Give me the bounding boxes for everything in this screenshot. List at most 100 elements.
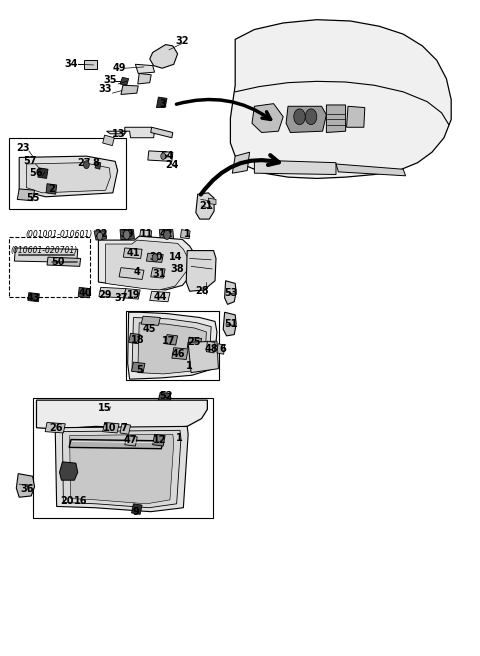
Text: (001001-010601): (001001-010601): [25, 230, 92, 239]
Text: 33: 33: [99, 84, 112, 94]
Text: 19: 19: [127, 290, 140, 300]
Polygon shape: [60, 462, 78, 480]
Polygon shape: [106, 240, 188, 290]
Circle shape: [123, 230, 130, 239]
Bar: [126, 311, 219, 380]
Text: 11: 11: [140, 228, 154, 239]
Text: 10: 10: [103, 422, 116, 433]
Text: 29: 29: [98, 290, 111, 300]
Polygon shape: [78, 287, 90, 298]
Circle shape: [294, 109, 305, 125]
Polygon shape: [148, 151, 173, 161]
Text: 50: 50: [51, 257, 64, 268]
Polygon shape: [150, 291, 170, 302]
Polygon shape: [103, 422, 119, 433]
Polygon shape: [38, 168, 48, 178]
Text: 32: 32: [176, 35, 189, 46]
Polygon shape: [196, 193, 214, 219]
Polygon shape: [141, 316, 160, 325]
Polygon shape: [132, 504, 142, 514]
Polygon shape: [129, 333, 140, 344]
Bar: [9, 138, 126, 209]
Polygon shape: [120, 77, 129, 85]
Text: 38: 38: [171, 264, 184, 274]
Text: 1: 1: [176, 433, 183, 443]
Circle shape: [164, 230, 170, 239]
Polygon shape: [70, 434, 174, 504]
Polygon shape: [165, 335, 178, 345]
Polygon shape: [14, 248, 78, 262]
Text: 24: 24: [165, 160, 179, 171]
Bar: [9, 237, 90, 297]
Polygon shape: [254, 160, 336, 174]
Text: 48: 48: [204, 344, 218, 354]
Text: 13: 13: [112, 129, 126, 139]
Polygon shape: [124, 289, 140, 299]
Circle shape: [161, 153, 166, 159]
Polygon shape: [47, 257, 81, 266]
Polygon shape: [232, 152, 250, 173]
Text: 41: 41: [127, 248, 140, 258]
Text: 21: 21: [200, 201, 213, 211]
Circle shape: [305, 109, 317, 125]
Text: 7: 7: [120, 422, 127, 433]
Text: 42: 42: [159, 228, 173, 239]
Polygon shape: [132, 362, 145, 373]
Polygon shape: [180, 230, 190, 239]
Text: 12: 12: [153, 434, 166, 445]
Polygon shape: [138, 73, 151, 84]
Text: 34: 34: [64, 59, 78, 70]
Polygon shape: [55, 426, 188, 512]
Text: 4: 4: [134, 266, 141, 277]
Text: 35: 35: [104, 75, 117, 85]
Polygon shape: [188, 341, 218, 373]
Text: 23: 23: [16, 143, 30, 154]
Polygon shape: [128, 312, 217, 379]
Text: 39: 39: [120, 228, 133, 239]
Text: 3: 3: [160, 98, 167, 109]
Text: 1: 1: [186, 361, 192, 371]
Polygon shape: [120, 424, 131, 434]
Polygon shape: [223, 312, 236, 336]
Text: 22: 22: [94, 228, 108, 239]
Circle shape: [152, 254, 158, 262]
Bar: [84, 60, 97, 69]
Text: 9: 9: [133, 506, 140, 517]
Polygon shape: [172, 348, 188, 359]
Polygon shape: [107, 127, 155, 138]
Text: 14: 14: [169, 252, 182, 262]
Text: 6: 6: [219, 344, 226, 354]
Polygon shape: [230, 20, 451, 178]
Text: 40: 40: [79, 287, 92, 298]
Circle shape: [97, 232, 103, 240]
Text: 30: 30: [150, 252, 163, 262]
Polygon shape: [103, 135, 114, 146]
Text: 18: 18: [131, 335, 144, 345]
Polygon shape: [225, 281, 236, 304]
Text: 26: 26: [49, 422, 62, 433]
Text: 49: 49: [112, 63, 126, 73]
Polygon shape: [159, 230, 174, 241]
Text: 51: 51: [225, 319, 238, 329]
Text: 36: 36: [20, 484, 34, 495]
Polygon shape: [123, 248, 142, 258]
Text: 31: 31: [153, 268, 166, 279]
Text: 55: 55: [26, 193, 39, 203]
Text: 1: 1: [184, 228, 191, 239]
Polygon shape: [135, 64, 155, 73]
Polygon shape: [121, 85, 138, 94]
Text: 52: 52: [159, 391, 173, 401]
Polygon shape: [45, 422, 65, 433]
Text: 2: 2: [48, 184, 55, 194]
Polygon shape: [326, 105, 346, 133]
Polygon shape: [26, 163, 110, 193]
Polygon shape: [140, 230, 152, 239]
Circle shape: [84, 161, 89, 169]
Polygon shape: [119, 268, 144, 279]
Polygon shape: [69, 440, 163, 449]
Polygon shape: [94, 231, 107, 240]
Polygon shape: [208, 198, 216, 205]
Text: 16: 16: [74, 496, 87, 506]
Polygon shape: [252, 104, 283, 133]
Polygon shape: [125, 436, 137, 446]
